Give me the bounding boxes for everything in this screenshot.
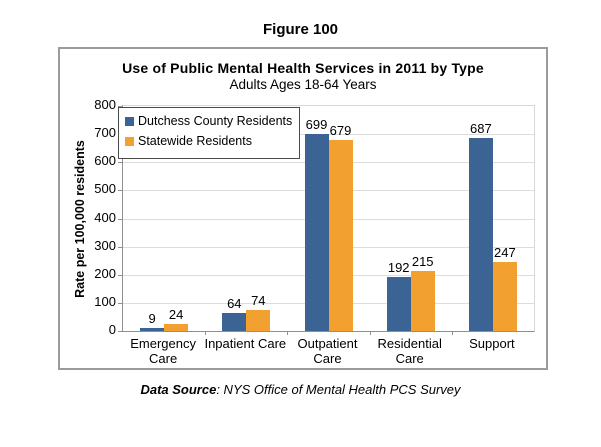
y-tick-label: 700: [94, 125, 116, 141]
x-axis-tick: [369, 331, 371, 335]
data-source: Data Source: NYS Office of Mental Health…: [0, 382, 601, 397]
chart-frame: Use of Public Mental Health Services in …: [58, 47, 548, 370]
y-tick-label: 200: [94, 265, 116, 281]
bar-dutchess-2: [304, 134, 329, 331]
figure-title: Figure 100: [262, 21, 339, 38]
y-axis-tick: [118, 274, 123, 276]
bar-value-label: 215: [411, 253, 434, 269]
bar-value-label: 687: [470, 120, 492, 136]
y-axis-tick: [118, 302, 123, 304]
legend-label: Statewide Residents: [138, 134, 252, 148]
bar-statewide-0: [164, 324, 189, 331]
y-tick-label: 800: [94, 97, 116, 112]
bar-value-label: 679: [329, 123, 352, 139]
legend-label: Dutchess County Residents: [138, 114, 293, 128]
y-tick-label: 0: [108, 322, 116, 337]
y-axis-tick: [118, 162, 123, 164]
x-axis-tick: [205, 331, 207, 335]
y-axis-tick: [118, 218, 123, 220]
bar-value-label: 247: [494, 244, 516, 260]
gridline: [123, 134, 534, 136]
legend-swatch-icon: [125, 116, 134, 126]
bar-dutchess-3: [386, 277, 411, 331]
legend: Dutchess County Residents Statewide Resid…: [118, 107, 300, 159]
y-axis-tick: [118, 106, 123, 107]
legend-swatch-icon: [125, 136, 134, 146]
bar-value-label: 192: [387, 260, 410, 275]
bar-statewide-1: [246, 310, 271, 331]
y-tick-label: 300: [94, 237, 116, 253]
y-axis-tick: [118, 190, 123, 192]
plot-area: 9 64 699 192 687 24 74 679 215 247: [118, 105, 535, 335]
y-axis-tick: [118, 331, 123, 332]
x-category-label: Support: [469, 336, 515, 351]
bar-dutchess-1: [222, 313, 247, 331]
x-axis-tick: [287, 331, 289, 335]
data-source-label: Data Source: [140, 382, 217, 397]
y-tick-label: 100: [94, 293, 116, 309]
data-source-text: : NYS Office of Mental Health PCS Survey: [216, 382, 461, 397]
y-axis-tick: [118, 246, 123, 248]
bar-statewide-4: [492, 261, 517, 331]
bar-value-label: 74: [251, 293, 266, 309]
x-category-label: Outpatient Care: [297, 336, 358, 366]
x-axis-tick: [451, 331, 453, 335]
bar-value-label: 24: [168, 307, 184, 323]
y-tick-label: 400: [94, 209, 116, 225]
y-tick-label: 600: [94, 153, 116, 169]
bar-value-label: 699: [305, 117, 328, 133]
x-category-label: Inpatient Care: [204, 336, 287, 351]
legend-item: Dutchess County Residents: [125, 114, 293, 128]
bar-value-label: 64: [227, 296, 242, 311]
chart-subtitle: Adults Ages 18-64 Years: [229, 77, 377, 92]
bar-value-label: 9: [148, 311, 156, 327]
x-category-label: Emergency Care: [130, 336, 196, 366]
bar-dutchess-0: [140, 328, 165, 331]
bar-statewide-3: [410, 270, 435, 331]
x-category-label: Residential Care: [377, 336, 442, 366]
y-tick-label: 500: [94, 181, 116, 197]
bar-dutchess-4: [468, 137, 493, 331]
chart-title: Use of Public Mental Health Services in …: [122, 60, 484, 76]
legend-item: Statewide Residents: [125, 134, 293, 148]
bar-statewide-2: [328, 140, 353, 331]
